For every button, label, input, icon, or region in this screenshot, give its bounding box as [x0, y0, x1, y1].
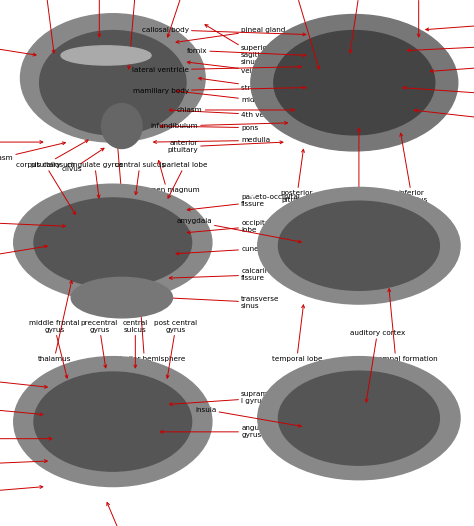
Text: clivus: clivus: [62, 148, 104, 173]
Text: cistern of velum
interpositum: cistern of velum interpositum: [426, 17, 474, 31]
Text: medulla: medulla: [154, 137, 270, 144]
Text: straight
sinus: straight sinus: [430, 60, 474, 73]
Text: anterior
pituitary: anterior pituitary: [167, 140, 283, 154]
Text: parietal lobe: parietal lobe: [162, 162, 208, 198]
Text: superior
sagittal
sinus: superior sagittal sinus: [205, 25, 271, 65]
Text: callosal body: callosal body: [142, 27, 306, 36]
Ellipse shape: [274, 31, 435, 135]
Text: thalamus: thalamus: [280, 0, 319, 69]
Text: hippocampal formation: hippocampal formation: [354, 289, 438, 362]
Ellipse shape: [20, 14, 205, 142]
Text: d: d: [248, 189, 255, 199]
Text: chiasm: chiasm: [177, 107, 294, 113]
Text: genu: genu: [0, 43, 36, 56]
Text: f: f: [248, 358, 253, 368]
Text: supramargina-
l gyrus: supramargina- l gyrus: [169, 391, 294, 406]
Text: pons: pons: [160, 125, 258, 130]
Text: insula: insula: [195, 407, 301, 427]
Text: frontal
lobe: frontal lobe: [0, 245, 47, 265]
Text: amygdala: amygdala: [176, 218, 301, 243]
Text: sphenoid: sphenoid: [0, 139, 43, 145]
Text: parieto-occipital
fissure: parieto-occipital fissure: [187, 194, 300, 211]
Text: vein of Galen: vein of Galen: [187, 61, 289, 75]
Text: post central
gyrus: post central gyrus: [155, 320, 197, 378]
Text: pineal gland: pineal gland: [176, 27, 285, 43]
Text: superior temporal
gyrus: superior temporal gyrus: [0, 460, 47, 472]
Text: midbrain: midbrain: [176, 90, 273, 104]
Text: lateral
ventricle: lateral ventricle: [0, 215, 65, 228]
Text: 3rd ventricle: 3rd ventricle: [112, 0, 158, 69]
Text: body
corpus callosum: body corpus callosum: [70, 0, 128, 37]
Text: inferior frontal
sulcus: inferior frontal sulcus: [0, 369, 47, 388]
Text: cuneus: cuneus: [176, 246, 267, 255]
Text: cerebellar hemisphere: cerebellar hemisphere: [104, 300, 185, 362]
Text: inferior
colliculus: inferior colliculus: [395, 133, 428, 203]
Text: basilar
artery: basilar artery: [110, 145, 134, 203]
Text: superior
colliculus: superior colliculus: [414, 109, 474, 126]
Text: transverse
sinus: transverse sinus: [165, 296, 280, 309]
Text: calcarine
fissure: calcarine fissure: [169, 268, 274, 281]
Text: auditory cortex: auditory cortex: [350, 330, 405, 402]
Text: fornix: fornix: [187, 48, 306, 57]
Ellipse shape: [251, 15, 458, 151]
Ellipse shape: [258, 357, 460, 480]
Text: precentral
gyrus: precentral gyrus: [81, 320, 118, 368]
Text: pineal
gland: pineal gland: [403, 86, 474, 100]
Text: inferior temporal gyrus: inferior temporal gyrus: [80, 502, 164, 526]
Text: b: b: [248, 18, 255, 28]
Text: c: c: [14, 189, 19, 199]
Ellipse shape: [278, 201, 439, 290]
Text: temporal lobe: temporal lobe: [272, 305, 322, 362]
Text: central sulcus: central sulcus: [115, 162, 165, 195]
Text: splenium
corpus
callosum: splenium corpus callosum: [167, 0, 206, 37]
Text: a: a: [14, 18, 20, 28]
Text: Sylvian fissure: Sylvian fissure: [0, 436, 52, 442]
Text: cingulate gyrus: cingulate gyrus: [67, 162, 123, 198]
Text: central
sulcus: central sulcus: [123, 320, 148, 368]
Text: inferior frontal
gyrus: inferior frontal gyrus: [0, 398, 43, 416]
Ellipse shape: [14, 184, 212, 301]
Text: mamillary body: mamillary body: [133, 86, 306, 94]
Text: angular
gyrus: angular gyrus: [160, 426, 269, 438]
Text: straight sinus: straight sinus: [199, 77, 290, 90]
Text: infundibulum: infundibulum: [150, 122, 287, 129]
Ellipse shape: [34, 198, 191, 287]
Ellipse shape: [101, 104, 142, 148]
Text: chiasm: chiasm: [0, 142, 65, 161]
Ellipse shape: [40, 31, 186, 135]
Text: lateral ventricle: lateral ventricle: [132, 65, 301, 73]
Text: internal cerebral vein: internal cerebral vein: [320, 0, 398, 53]
Text: e: e: [14, 358, 20, 368]
Text: vein of Galen: vein of Galen: [407, 43, 474, 52]
Text: middle temporal
gyri: middle temporal gyri: [0, 485, 43, 502]
Text: anterior
commissure: anterior commissure: [23, 0, 67, 53]
Text: middle frontal
gyrus: middle frontal gyrus: [29, 320, 80, 378]
Ellipse shape: [71, 277, 173, 318]
Ellipse shape: [34, 372, 191, 471]
Ellipse shape: [278, 371, 439, 465]
Text: splenium: splenium: [402, 0, 435, 37]
Text: thalamus: thalamus: [37, 280, 73, 362]
Ellipse shape: [258, 187, 460, 304]
Text: occipital
lobe: occipital lobe: [187, 220, 272, 234]
Text: aqueduct: aqueduct: [342, 128, 376, 196]
Text: foramen magnum: foramen magnum: [135, 160, 199, 193]
Text: pituitary: pituitary: [30, 140, 88, 168]
Ellipse shape: [14, 357, 212, 487]
Ellipse shape: [61, 46, 151, 65]
Text: corpus callosum: corpus callosum: [16, 162, 75, 215]
Text: posterior
pituitary: posterior pituitary: [281, 149, 313, 203]
Text: 4th ventricle: 4th ventricle: [169, 109, 287, 118]
